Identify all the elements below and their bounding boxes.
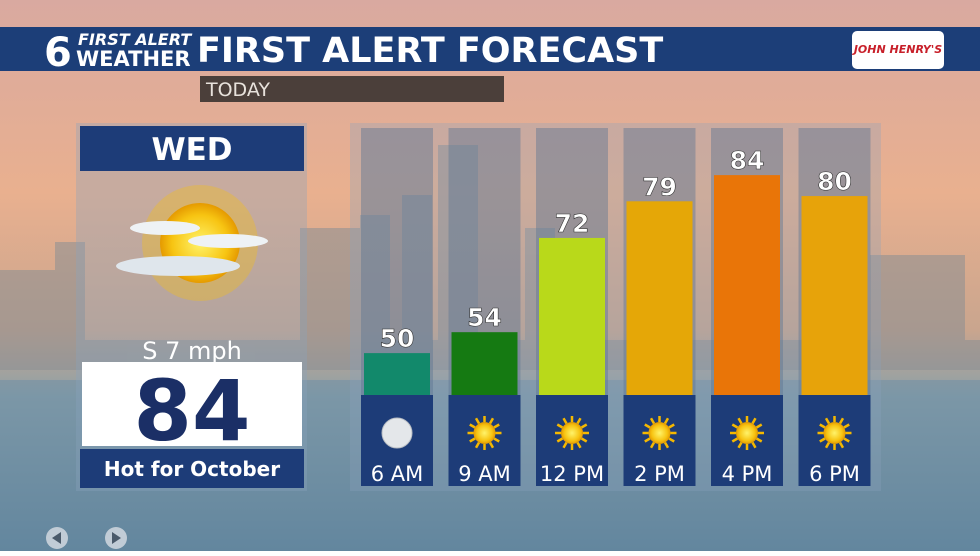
day-header	[80, 126, 304, 171]
chart-panel	[350, 123, 881, 491]
sun-ray	[824, 417, 831, 425]
sun-ray	[668, 437, 675, 443]
logo-text: WEATHER	[76, 47, 191, 71]
value-label: 50	[380, 324, 415, 353]
sun-ray	[649, 417, 656, 425]
sun-ray	[663, 417, 670, 425]
sponsor-logo	[852, 31, 944, 69]
moon-icon	[381, 417, 413, 449]
time-label: 6 PM	[809, 462, 860, 486]
sun-ray	[663, 441, 670, 449]
time-label: 2 PM	[634, 462, 685, 486]
sun-icon	[736, 422, 758, 444]
sun-ray	[644, 437, 651, 443]
sun-ray	[469, 437, 476, 443]
bar	[364, 353, 430, 395]
sun-ray	[843, 423, 850, 429]
sun-ray	[838, 417, 845, 425]
sun-ray	[819, 423, 826, 429]
logo-text: FIRST ALERT	[78, 30, 192, 49]
time-label: 6 AM	[371, 462, 424, 486]
sun-ray	[755, 423, 763, 429]
sun-ray	[556, 423, 564, 429]
weather-icon	[116, 185, 268, 301]
value-label: 79	[642, 172, 677, 201]
sun-ray	[576, 441, 582, 449]
sun-ray	[668, 423, 675, 429]
sun-ray	[488, 417, 495, 425]
sun-ray	[824, 441, 831, 449]
time-label: 12 PM	[540, 462, 604, 486]
bar	[714, 175, 780, 395]
sun-ray	[493, 437, 500, 443]
sun-ray	[474, 441, 481, 449]
note-bar	[80, 449, 304, 488]
logo-number: 6	[44, 30, 72, 76]
bar	[539, 237, 605, 395]
sun-icon	[648, 422, 671, 444]
sun-icon	[561, 422, 583, 444]
sun-ray	[580, 423, 588, 429]
sun-ray	[576, 417, 582, 425]
value-label: 72	[555, 209, 590, 238]
bar	[626, 201, 693, 395]
period: TODAY	[205, 79, 270, 101]
title: FIRST ALERT FORECAST	[197, 31, 663, 71]
period-bar	[200, 76, 504, 102]
sun-ray	[838, 441, 845, 449]
column-bg	[361, 128, 433, 395]
sun-ray	[488, 441, 495, 449]
prev-arrow	[52, 532, 61, 544]
sun-ray	[644, 423, 651, 429]
note: Hot for October	[104, 457, 280, 481]
next-arrow	[112, 532, 121, 544]
sun-ray	[731, 423, 739, 429]
sun-ray	[474, 417, 481, 425]
time-label: 4 PM	[722, 462, 773, 486]
sun-ray	[649, 441, 656, 449]
sun-ray	[562, 417, 568, 425]
high-box	[82, 362, 302, 446]
value-label: 84	[730, 146, 765, 175]
sun-ray	[737, 417, 743, 425]
bar	[801, 196, 868, 395]
header-bar	[0, 27, 980, 71]
high-temp: 84	[134, 362, 251, 460]
sun-icon	[473, 422, 496, 444]
sun-ray	[819, 437, 826, 443]
sun-ray	[737, 441, 743, 449]
sun-ray	[580, 437, 588, 443]
bar	[451, 332, 518, 395]
value-label: 54	[467, 303, 502, 332]
value-label: 80	[817, 167, 852, 196]
sun-ray	[731, 437, 739, 443]
sun-ray	[751, 441, 757, 449]
sun-ray	[556, 437, 564, 443]
bar-chart: 50 6 AM 54 9 AM 72 12 PM 79 2 PM 84 4 PM 80 6 PM	[361, 128, 871, 486]
sun-ray	[751, 417, 757, 425]
sun-ray	[493, 423, 500, 429]
sun-ray	[755, 437, 763, 443]
sun-ray	[843, 437, 850, 443]
day: WED	[151, 132, 232, 168]
sun-ray	[562, 441, 568, 449]
wind: S 7 mph	[142, 337, 242, 365]
time-label: 9 AM	[458, 462, 511, 486]
sun-icon	[823, 422, 846, 444]
sponsor-name: JOHN HENRY'S	[852, 43, 942, 56]
sun-ray	[469, 423, 476, 429]
